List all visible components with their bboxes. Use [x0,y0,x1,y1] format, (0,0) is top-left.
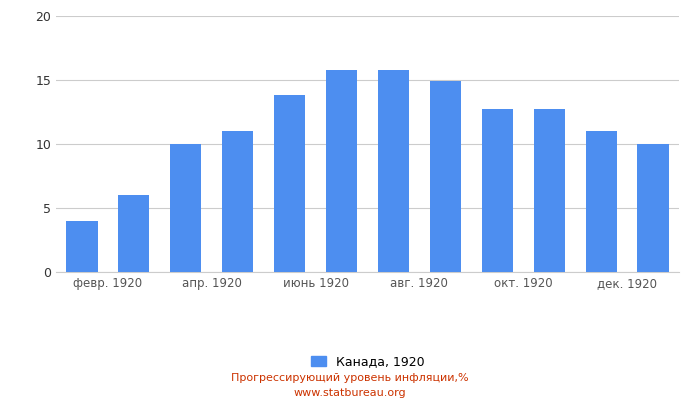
Legend: Канада, 1920: Канада, 1920 [306,350,429,373]
Bar [274,95,305,272]
Bar [585,131,617,272]
Bar [170,144,202,272]
Bar [326,70,357,272]
Bar [430,81,461,272]
Bar [222,131,253,272]
Bar [66,221,97,272]
Bar [638,144,668,272]
Text: www.statbureau.org: www.statbureau.org [294,388,406,398]
Bar [533,110,565,272]
Bar [118,195,150,272]
Bar [482,110,513,272]
Bar [378,70,409,272]
Text: Прогрессирующий уровень инфляции,%: Прогрессирующий уровень инфляции,% [231,373,469,383]
